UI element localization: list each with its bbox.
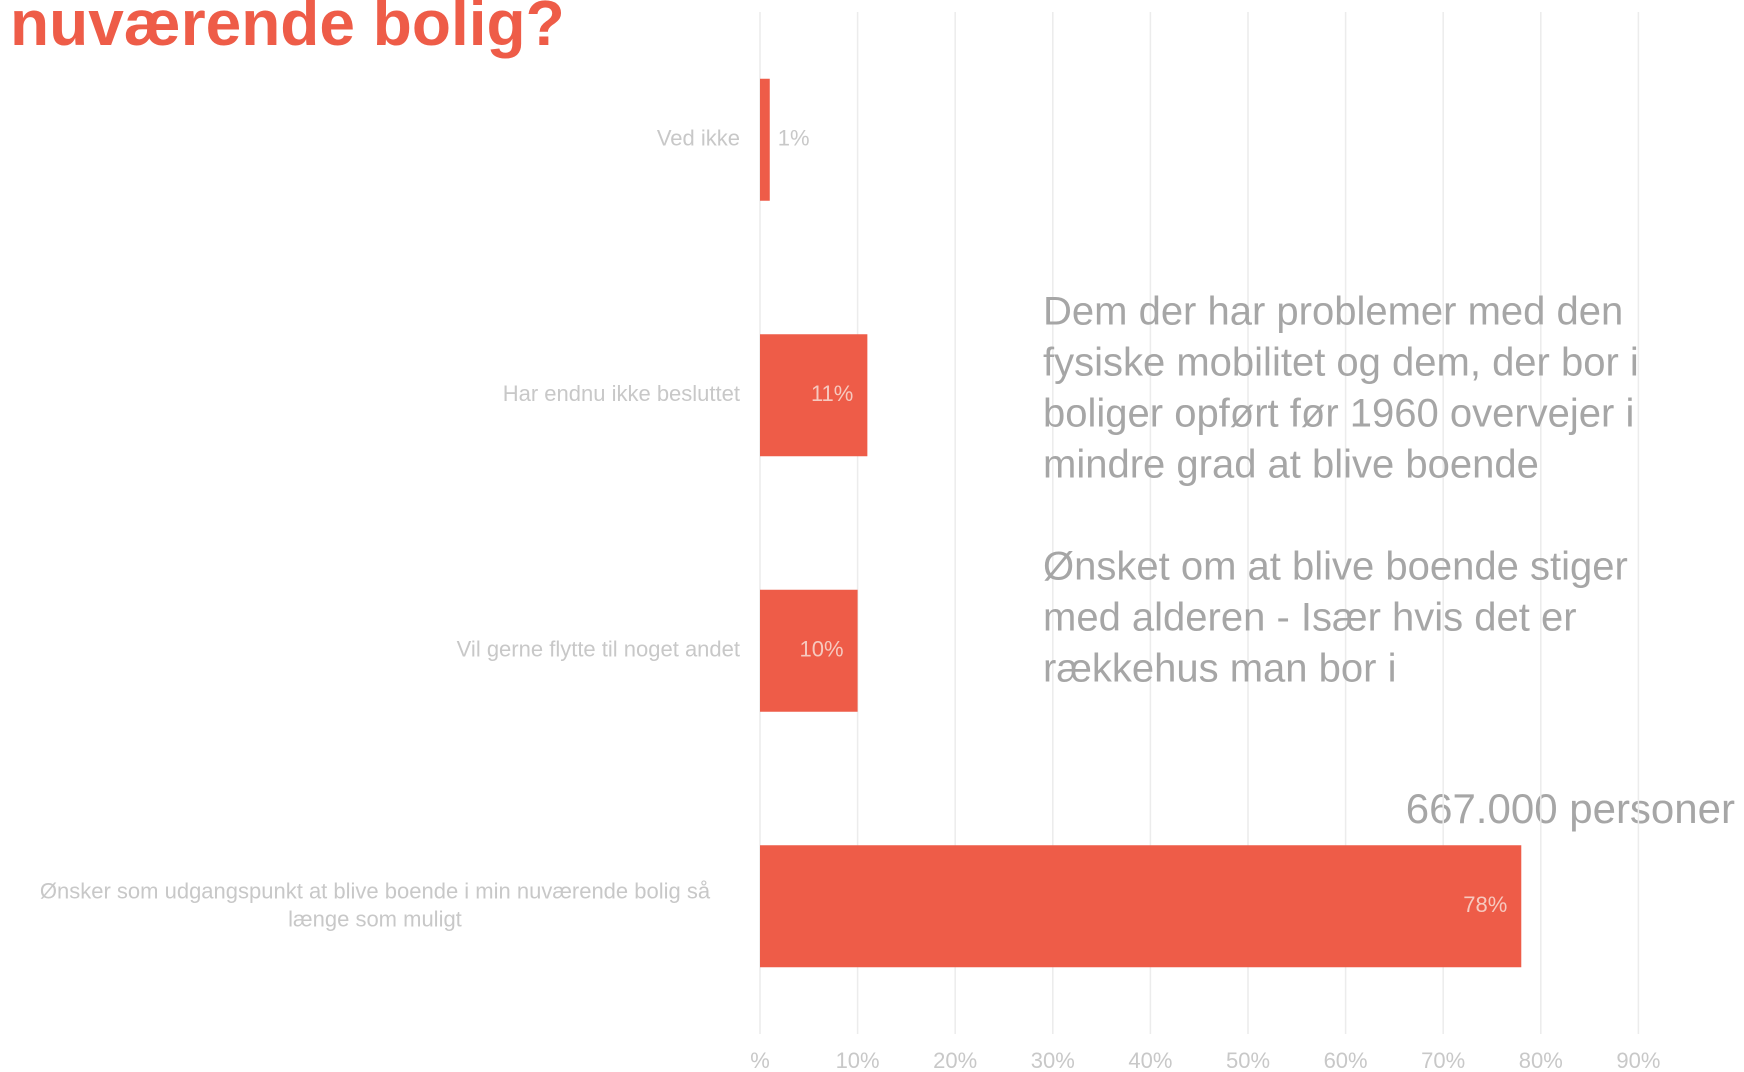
note-line: Ønsket om at blive boende stiger xyxy=(1043,545,1628,589)
category-label: Ønsker som udgangspunkt at blive boende … xyxy=(40,878,711,931)
bar xyxy=(760,845,1522,968)
x-tick-label: 60% xyxy=(1324,1048,1368,1072)
note-line: med alderen - Især hvis det er xyxy=(1043,596,1577,640)
bar xyxy=(760,589,858,712)
x-tick-label: 10% xyxy=(836,1048,880,1072)
value-label: 11% xyxy=(811,381,853,406)
x-tick-label: 40% xyxy=(1128,1048,1172,1072)
x-tick-label: 70% xyxy=(1421,1048,1465,1072)
x-tick-label: 90% xyxy=(1616,1048,1660,1072)
category-label: Vil gerne flytte til noget andet xyxy=(457,637,740,662)
value-label: 78% xyxy=(1463,892,1507,917)
x-tick-label: 20% xyxy=(933,1048,977,1072)
note-line: Dem der har problemer med den xyxy=(1043,290,1623,334)
note-line: boliger opført før 1960 overvejer i xyxy=(1043,392,1634,436)
note-line: mindre grad at blive boende xyxy=(1043,443,1539,487)
x-tick-label: 30% xyxy=(1031,1048,1075,1072)
chart-title: nuværende bolig? xyxy=(10,0,565,59)
value-label: 10% xyxy=(800,637,844,662)
x-tick-label: 50% xyxy=(1226,1048,1270,1072)
category-label: Har endnu ikke besluttet xyxy=(503,381,740,406)
bar xyxy=(760,334,868,457)
bar xyxy=(760,78,770,201)
note-line: fysiske mobilitet og dem, der bor i xyxy=(1043,341,1639,385)
x-tick-label: % xyxy=(750,1048,770,1072)
x-tick-label: 80% xyxy=(1519,1048,1563,1072)
note-line: rækkehus man bor i xyxy=(1043,647,1396,691)
callout: 667.000 personer xyxy=(1406,785,1735,832)
value-label: 1% xyxy=(778,126,810,151)
category-label: Ved ikke xyxy=(657,126,740,151)
